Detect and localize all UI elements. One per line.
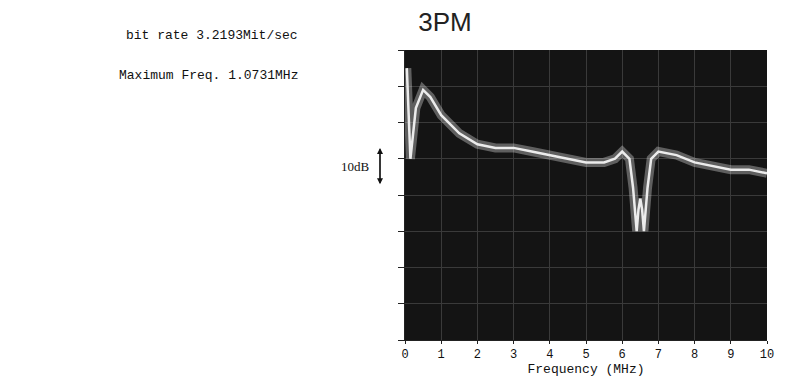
svg-text:1: 1 <box>438 348 445 362</box>
svg-text:Frequency (MHz): Frequency (MHz) <box>527 362 644 377</box>
svg-text:6: 6 <box>619 348 626 362</box>
svg-text:3PM: 3PM <box>418 7 471 37</box>
svg-text:8: 8 <box>691 348 698 362</box>
svg-text:9: 9 <box>727 348 734 362</box>
svg-text:2: 2 <box>474 348 481 362</box>
svg-text:0: 0 <box>401 348 408 362</box>
svg-text:3: 3 <box>510 348 517 362</box>
svg-text:4: 4 <box>546 348 553 362</box>
svg-text:7: 7 <box>655 348 662 362</box>
svg-text:5: 5 <box>582 348 589 362</box>
svg-text:bit rate 3.2193Mit/sec: bit rate 3.2193Mit/sec <box>126 28 298 43</box>
svg-text:10dB: 10dB <box>341 159 370 174</box>
svg-text:Maximum Freq. 1.0731MHz: Maximum Freq. 1.0731MHz <box>119 68 298 83</box>
svg-text:10: 10 <box>760 348 774 362</box>
